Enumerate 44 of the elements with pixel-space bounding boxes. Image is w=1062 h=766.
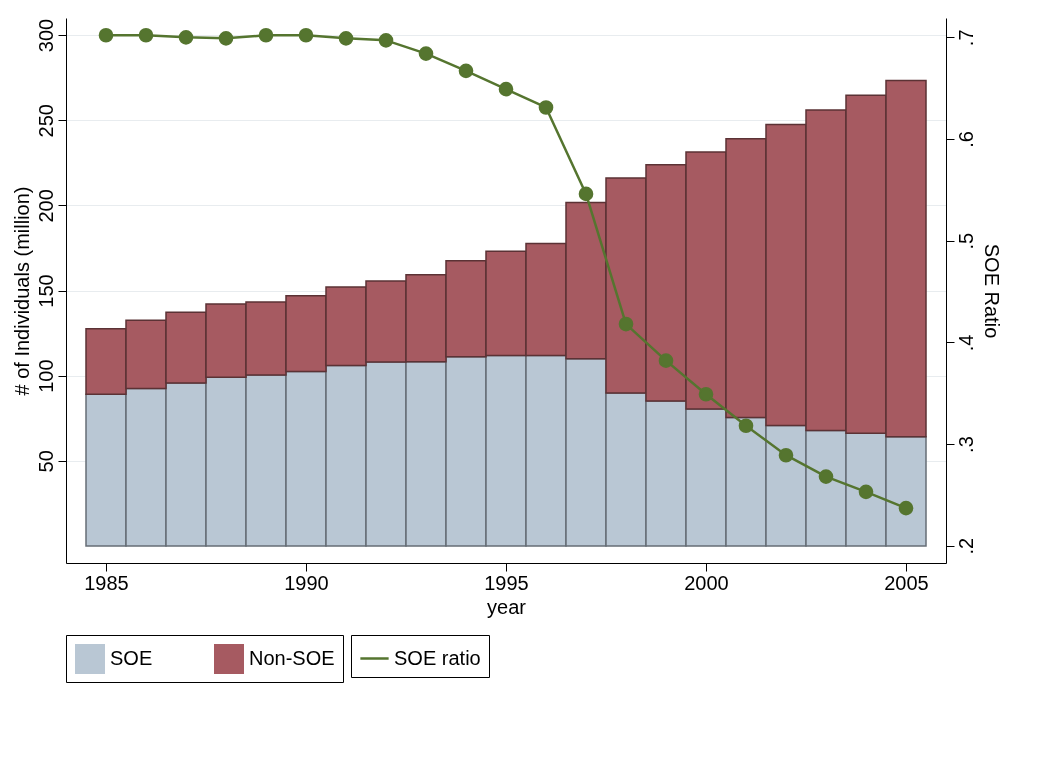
y2-tick-label: .5 [954, 232, 977, 250]
point [818, 469, 834, 484]
point [458, 63, 474, 79]
y-tick-label: 50 [34, 450, 57, 473]
x-tick-label: 2000 [684, 571, 729, 594]
point [578, 186, 594, 202]
point [298, 27, 314, 43]
y2-axis-title: SOE Ratio [980, 243, 1003, 339]
x-tick-label: 1990 [284, 571, 329, 594]
x-tick-label: 1985 [84, 571, 129, 594]
point [698, 386, 714, 402]
point [98, 27, 114, 43]
point [418, 46, 434, 61]
y2-tick-label: .7 [954, 29, 977, 47]
point [778, 447, 794, 463]
point [378, 33, 394, 48]
y-tick-label: 200 [34, 189, 57, 223]
x-tick-label: 1995 [484, 571, 529, 594]
legend-label: SOE [110, 647, 153, 669]
y2-tick-label: .3 [954, 436, 977, 453]
point [618, 316, 634, 332]
point [338, 31, 354, 46]
point [498, 81, 514, 97]
y-axis-title: # of Individuals (million) [10, 186, 33, 396]
point [178, 30, 194, 45]
x-axis-title: year [487, 595, 527, 618]
point [898, 500, 914, 516]
y2-tick-label: .6 [954, 131, 977, 148]
point [738, 418, 754, 434]
point [658, 353, 674, 368]
point [218, 31, 234, 46]
y-tick-label: 250 [34, 104, 57, 138]
legend-label: SOE ratio [394, 646, 481, 669]
legend-label: Non-SOE [249, 647, 335, 669]
point [538, 100, 554, 115]
y-tick-label: 300 [34, 18, 57, 53]
y2-tick-label: .2 [954, 537, 977, 555]
x-tick-label: 2005 [884, 571, 929, 594]
y2-tick-label: .4 [954, 334, 977, 352]
point [858, 484, 874, 500]
y-tick-label: 100 [34, 359, 57, 393]
y-tick-label: 150 [34, 274, 57, 308]
point [138, 27, 154, 43]
point [258, 27, 274, 43]
